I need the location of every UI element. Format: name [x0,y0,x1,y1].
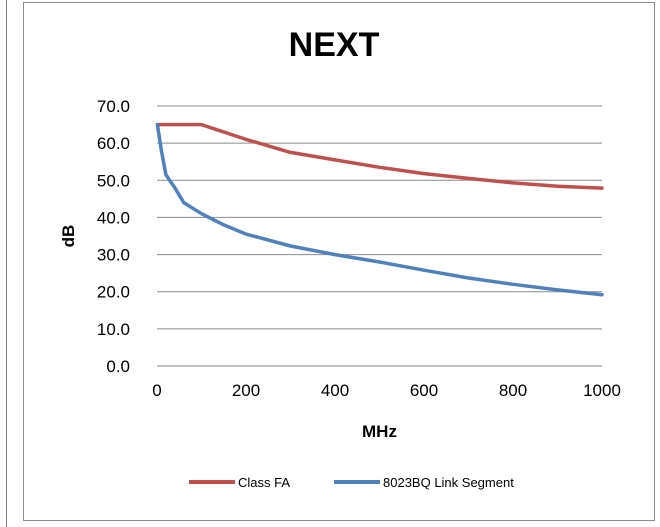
chart-title: NEXT [289,26,380,64]
x-axis-ticks: 0 200 400 600 800 1000 [152,381,621,400]
x-axis-title: MHz [362,422,397,441]
y-tick-label: 30.0 [97,246,130,265]
y-tick-label: 60.0 [97,134,130,153]
chart-container: NEXT 0.0 10.0 20.0 30.0 40.0 50.0 60.0 70.0 0 20… [23,2,655,521]
legend-label-1: Class FA [238,475,290,490]
y-tick-label: 40.0 [97,208,130,227]
x-tick-label: 600 [410,381,438,400]
y-tick-label: 20.0 [97,283,130,302]
series-line-2 [155,122,604,297]
series-lines [155,122,604,297]
x-tick-label: 400 [321,381,349,400]
y-tick-label: 70.0 [97,97,130,116]
line-chart: NEXT 0.0 10.0 20.0 30.0 40.0 50.0 60.0 70.0 0 20… [59,26,621,490]
y-axis-title: dB [59,225,78,248]
legend-label-2: 8023BQ Link Segment [383,475,514,490]
y-tick-label: 50.0 [97,171,130,190]
y-tick-label: 0.0 [106,357,130,376]
legend: Class FA 8023BQ Link Segment [189,475,514,490]
adjacent-panel-edge [0,0,7,527]
x-tick-label: 800 [499,381,527,400]
series-line-1 [155,122,604,190]
y-tick-label: 10.0 [97,320,130,339]
y-axis-ticks: 0.0 10.0 20.0 30.0 40.0 50.0 60.0 70.0 [97,97,130,376]
x-tick-label: 0 [152,381,161,400]
x-tick-label: 200 [232,381,260,400]
x-tick-label: 1000 [583,381,621,400]
gridlines [157,105,602,330]
